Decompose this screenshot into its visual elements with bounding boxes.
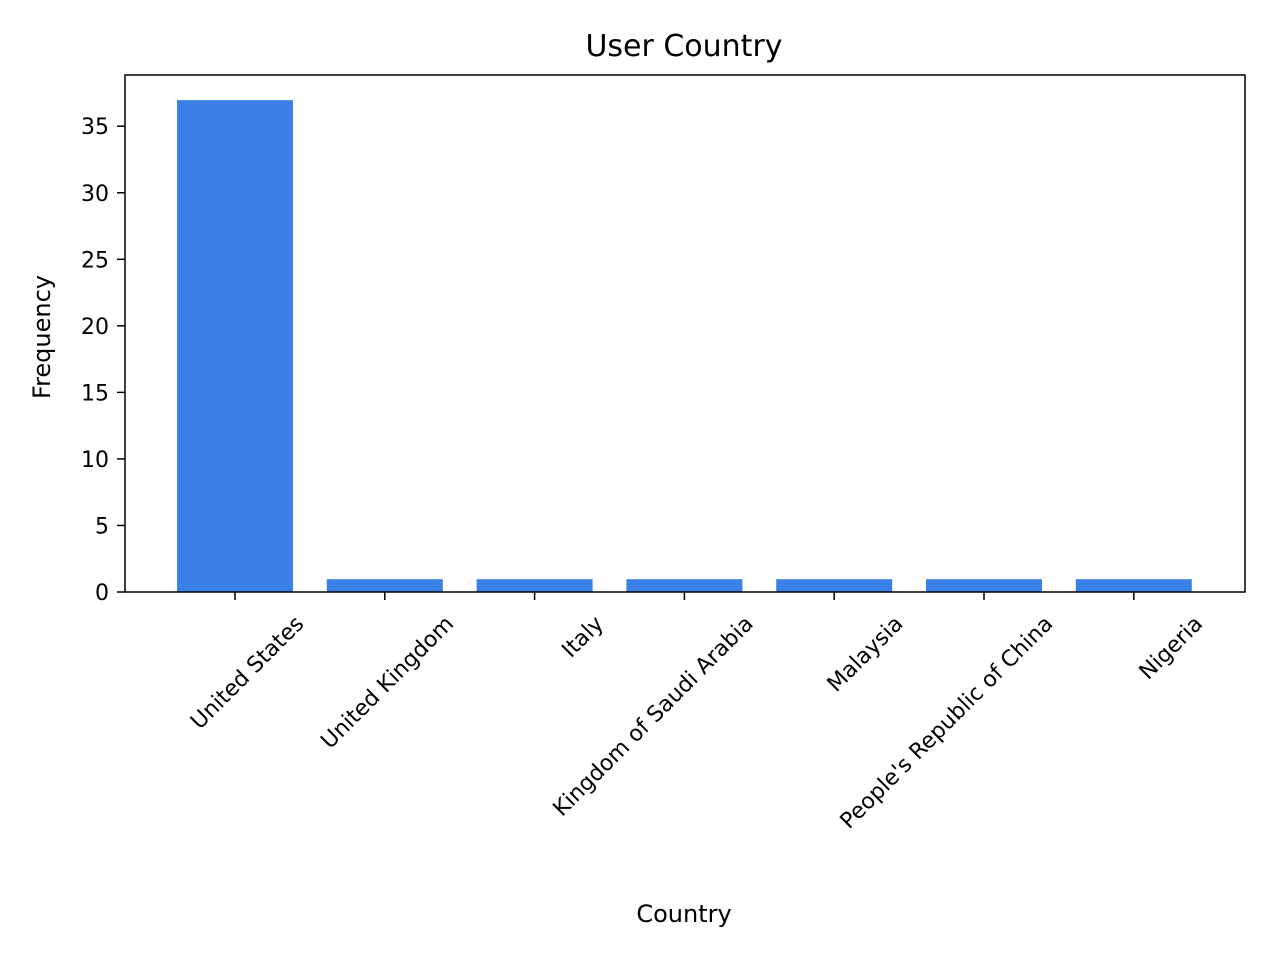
y-axis-label: Frequency <box>28 275 56 399</box>
bar-3 <box>625 578 744 593</box>
x-tick-label-6: Nigeria <box>1135 612 1208 685</box>
bar-2 <box>475 578 594 593</box>
y-axis: 0 5 10 15 20 25 30 35 <box>81 115 125 606</box>
x-tick-label-2: Italy <box>557 612 608 663</box>
x-axis-label: Country <box>636 900 731 928</box>
bar-5 <box>925 578 1043 593</box>
y-tick-label-5: 25 <box>81 248 109 273</box>
x-tick-label-0: United States <box>186 612 309 735</box>
y-tick-label-6: 30 <box>81 182 109 207</box>
bar-4 <box>775 578 894 593</box>
x-tick-label-1: United Kingdom <box>316 612 459 755</box>
chart-title: User Country <box>585 29 782 64</box>
y-tick-label-3: 15 <box>81 381 109 406</box>
bar-1 <box>325 578 444 593</box>
bars-group <box>176 99 1193 593</box>
y-tick-label-7: 35 <box>81 115 109 140</box>
y-tick-label-0: 0 <box>95 581 109 606</box>
bar-6 <box>1074 578 1193 593</box>
bar-0 <box>176 99 294 593</box>
y-tick-label-4: 20 <box>81 315 109 340</box>
x-axis: United States United Kingdom ItalyKingdom … <box>186 592 1208 834</box>
y-tick-label-1: 5 <box>95 514 109 539</box>
y-tick-label-2: 10 <box>81 448 109 473</box>
x-tick-label-4: Malaysia <box>823 612 909 698</box>
